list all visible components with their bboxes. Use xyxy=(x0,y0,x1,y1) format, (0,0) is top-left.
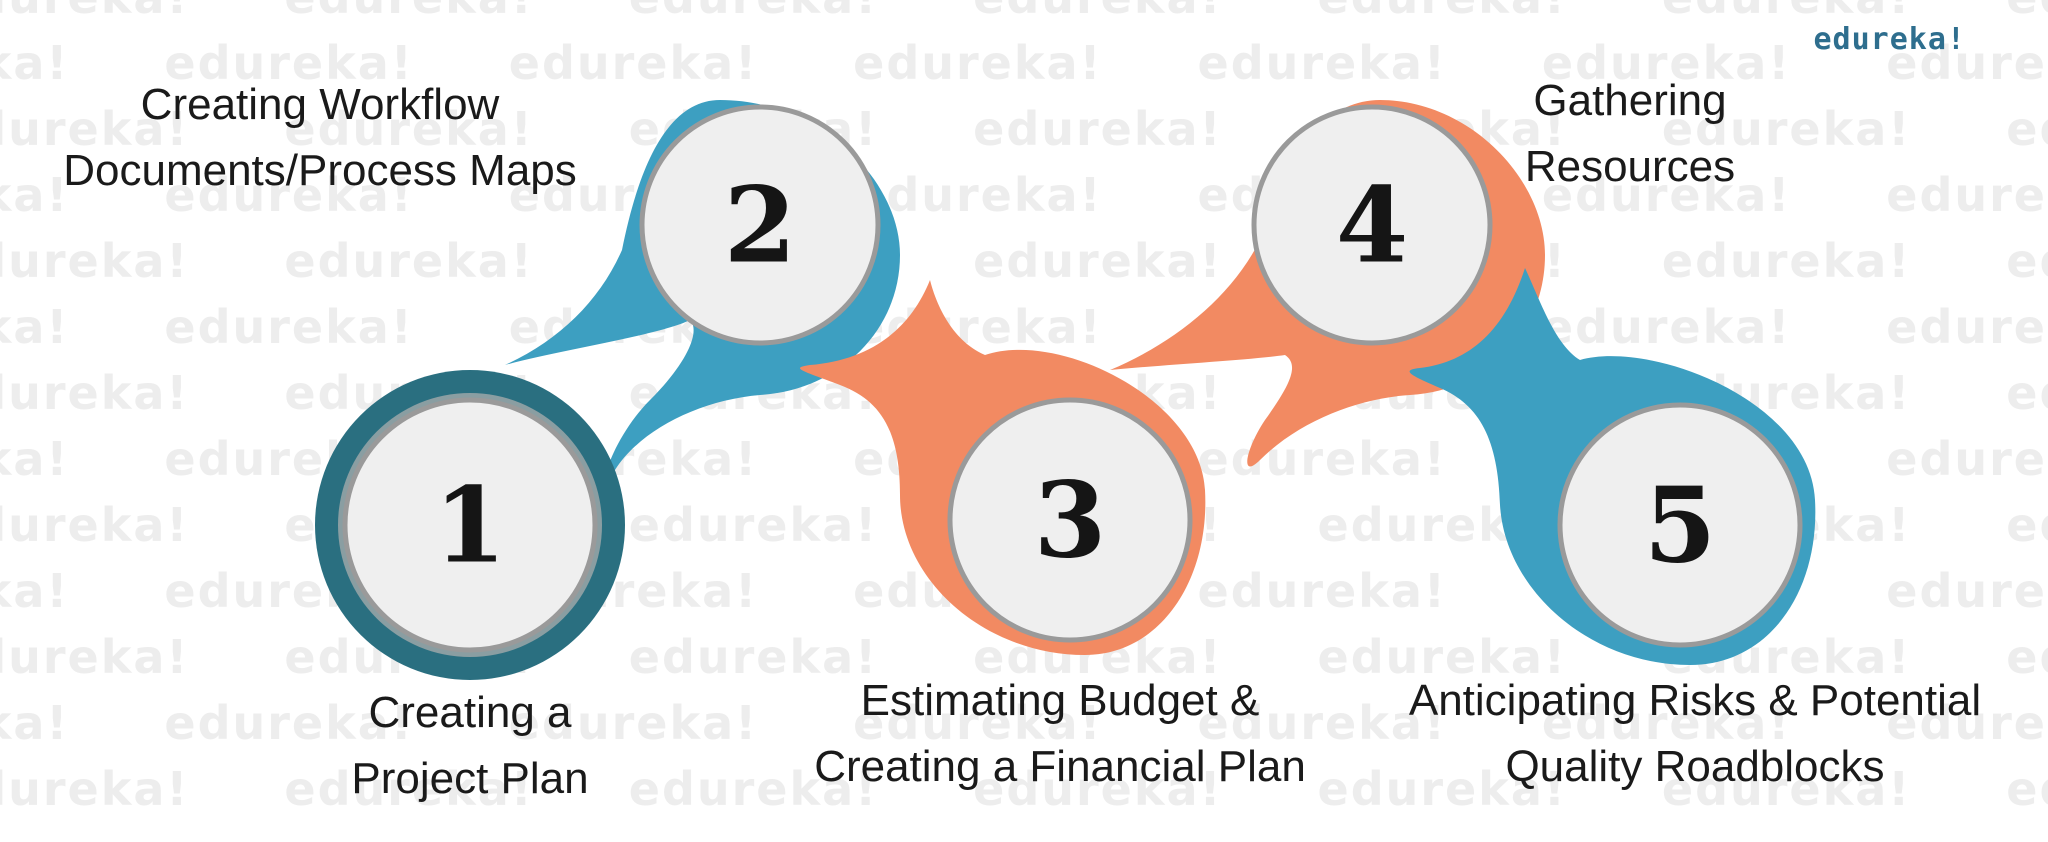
step-label-1-line-1: Creating a xyxy=(368,688,572,737)
step-node-2: 2 xyxy=(639,104,881,346)
step-node-3: 3 xyxy=(947,397,1193,643)
step-label-1-line-2: Project Plan xyxy=(351,754,589,803)
step-label-2-line-2: Documents/Process Maps xyxy=(63,146,577,195)
step-label-5-line-2: Quality Roadblocks xyxy=(1505,742,1885,791)
step-label-3-line-2: Creating a Financial Plan xyxy=(814,742,1306,791)
step-node-1: 1 xyxy=(342,397,598,653)
step-label-5-line-1: Anticipating Risks & Potential xyxy=(1408,676,1982,725)
step-label-2: Creating Workflow Documents/Process Maps xyxy=(20,72,620,204)
step-number-4: 4 xyxy=(1336,164,1408,287)
step-label-4-line-2: Resources xyxy=(1524,142,1736,191)
step-node-4: 4 xyxy=(1251,104,1493,346)
step-number-1: 1 xyxy=(434,464,506,587)
step-number-5: 5 xyxy=(1644,464,1716,587)
step-label-1: Creating a Project Plan xyxy=(300,680,640,812)
step-label-4-line-1: Gathering xyxy=(1533,76,1727,125)
brand-logo: edureka! xyxy=(1813,22,1966,57)
step-number-2: 2 xyxy=(724,164,796,287)
step-label-3: Estimating Budget & Creating a Financial… xyxy=(780,668,1340,800)
step-label-2-line-1: Creating Workflow xyxy=(140,80,500,129)
step-label-4: Gathering Resources xyxy=(1480,68,1780,200)
step-number-3: 3 xyxy=(1034,459,1106,582)
step-label-3-line-1: Estimating Budget & xyxy=(860,676,1260,725)
step-node-5: 5 xyxy=(1557,402,1803,648)
step-label-5: Anticipating Risks & Potential Quality R… xyxy=(1360,668,2030,800)
